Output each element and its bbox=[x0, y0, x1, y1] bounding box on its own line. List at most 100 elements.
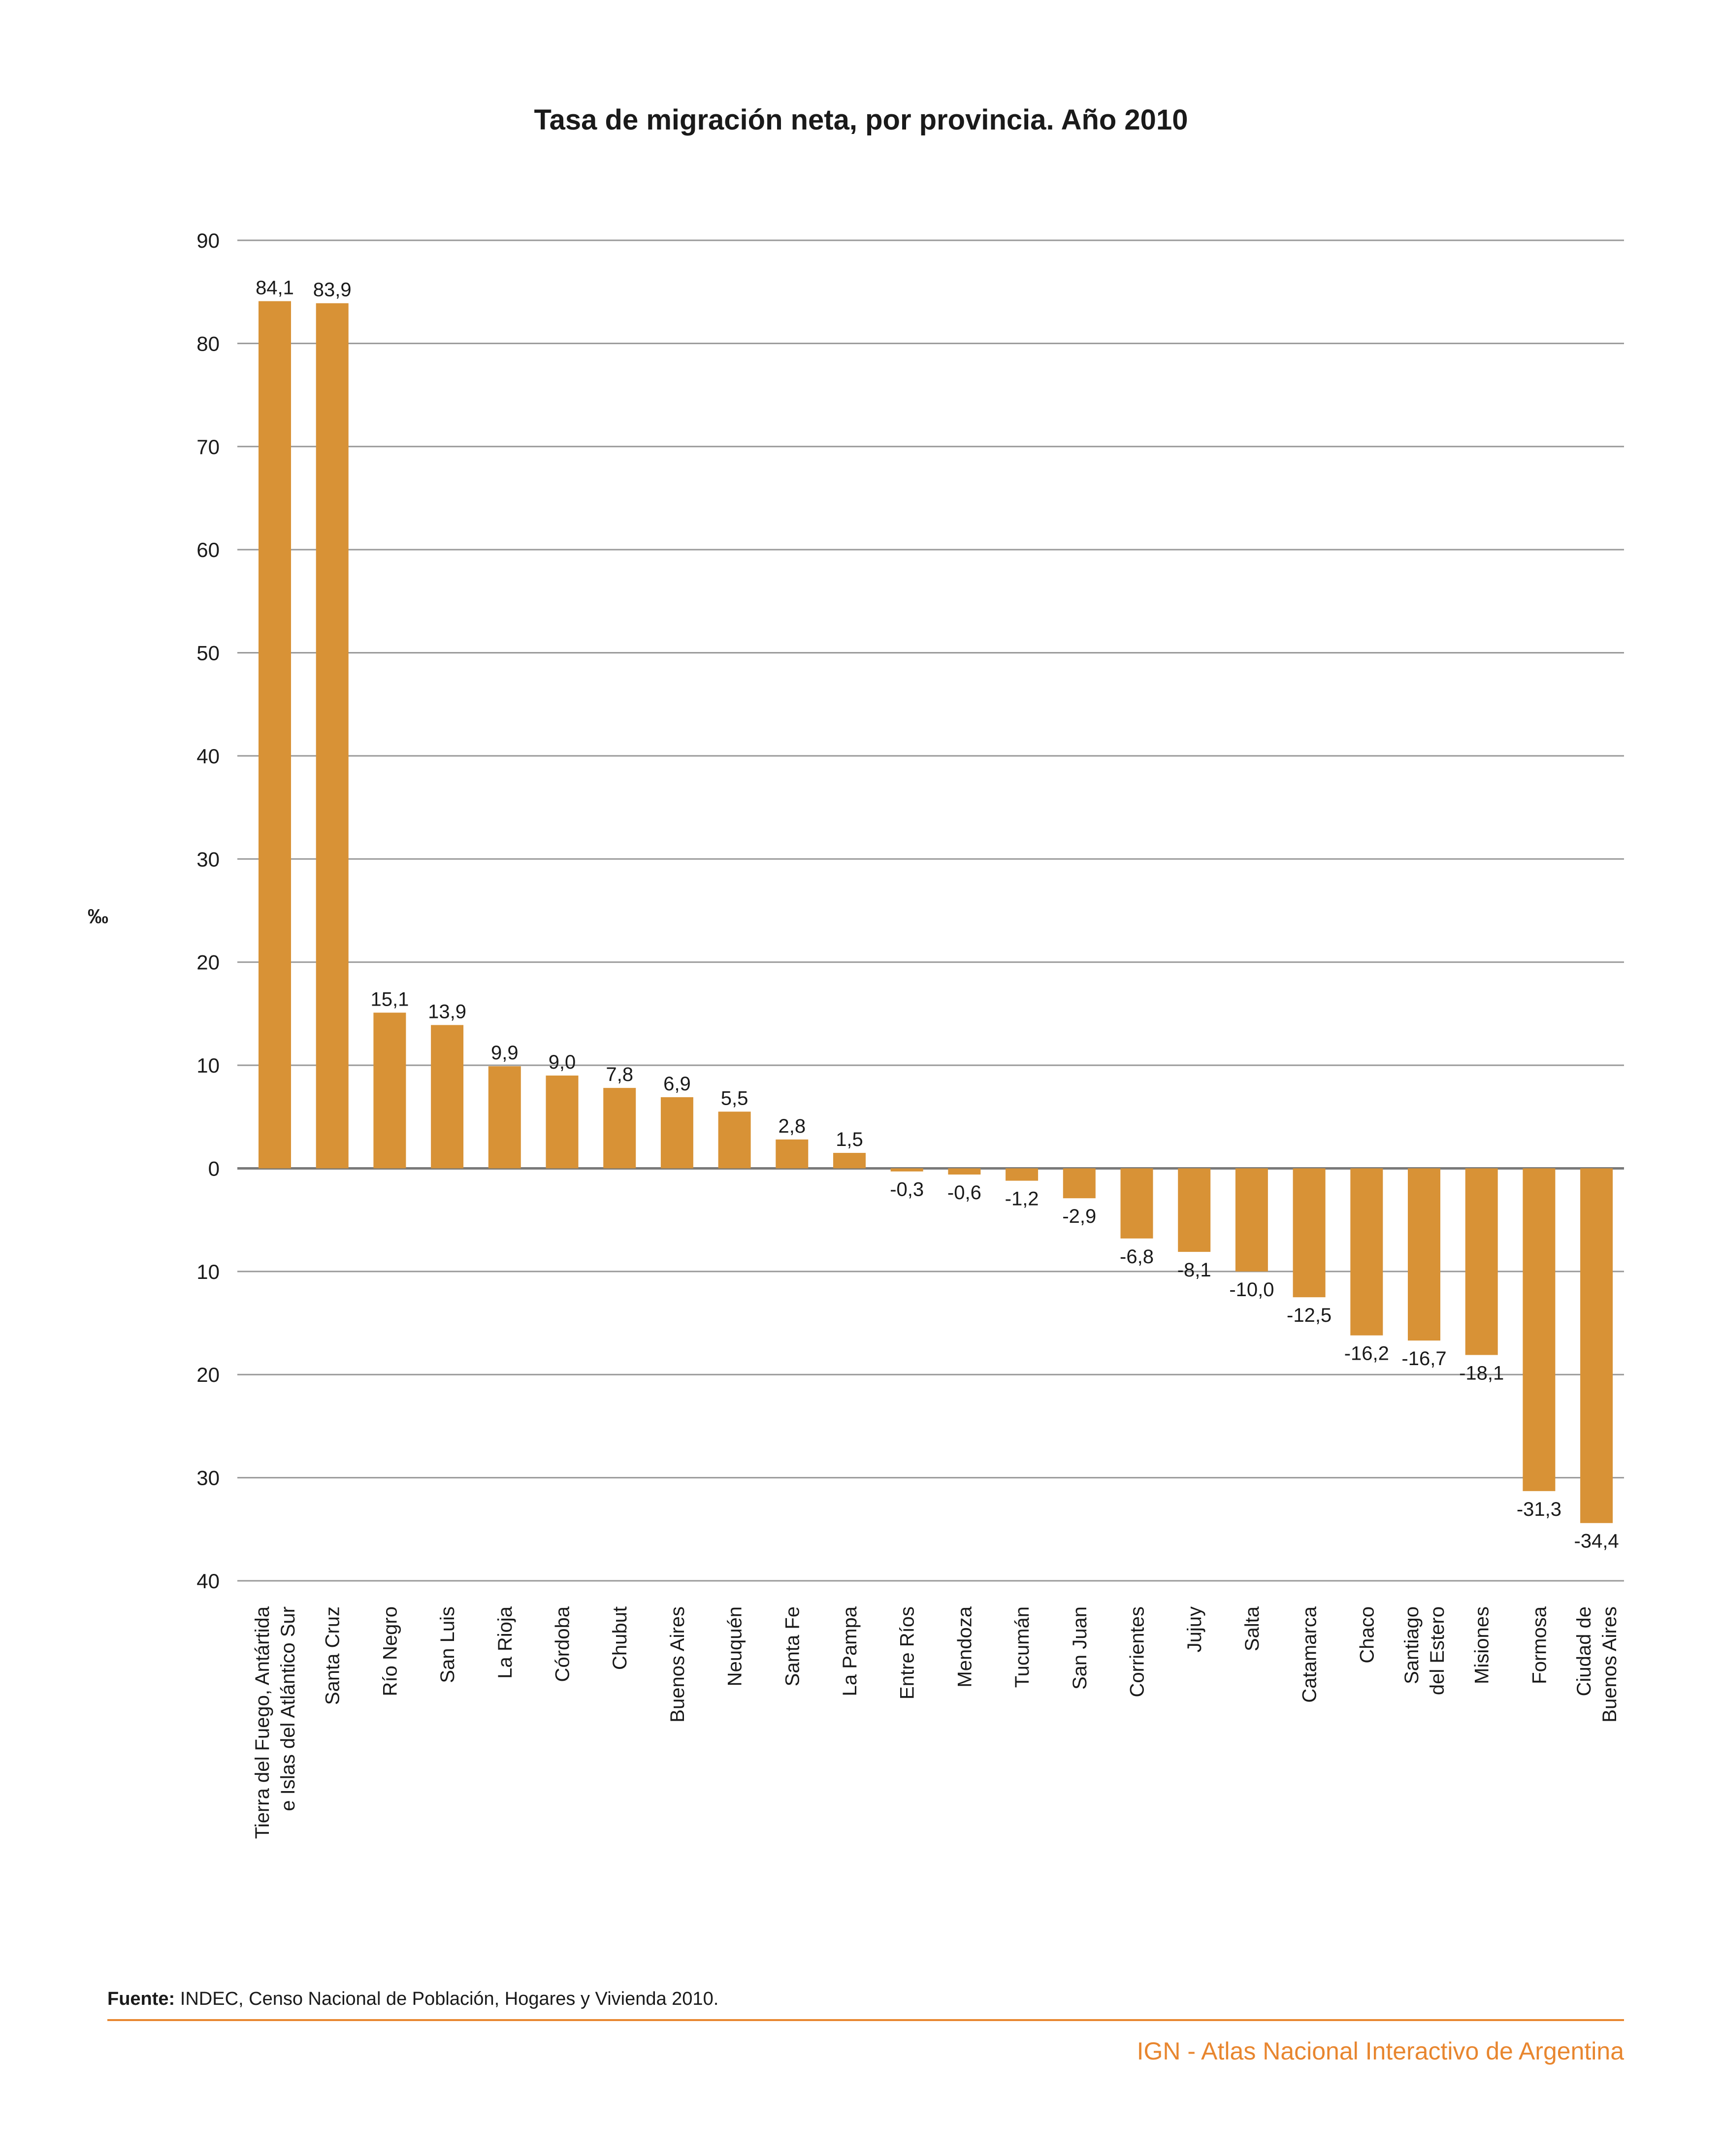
x-tick-label: Formosa bbox=[1528, 1606, 1550, 1684]
bar bbox=[431, 1025, 464, 1169]
value-labels: 84,1 83,9 15,1 13,9 9,9 9,0 7,8 6,9 5,5 2,8 1,5 -0,… bbox=[256, 277, 1619, 1552]
bar bbox=[1063, 1168, 1096, 1199]
bar bbox=[603, 1088, 636, 1169]
y-tick-label: 40 bbox=[196, 1569, 220, 1593]
value-label: -34,4 bbox=[1574, 1531, 1619, 1552]
value-label: -8,1 bbox=[1177, 1259, 1211, 1281]
x-tick-label: Buenos Aires bbox=[667, 1606, 688, 1723]
value-label: 9,0 bbox=[549, 1051, 576, 1073]
x-tick-label-line: Catamarca bbox=[1299, 1606, 1321, 1702]
x-tick-label-line: San Juan bbox=[1069, 1606, 1091, 1690]
value-label: -6,8 bbox=[1120, 1246, 1154, 1268]
value-label: 15,1 bbox=[370, 988, 409, 1010]
y-axis-label: ‰ bbox=[88, 905, 108, 928]
y-tick-label: 30 bbox=[196, 848, 220, 871]
x-tick-label-line: Santa Fe bbox=[781, 1606, 803, 1686]
value-label: 2,8 bbox=[778, 1115, 806, 1137]
value-label: -31,3 bbox=[1517, 1499, 1561, 1520]
x-axis-labels: Tierra del Fuego, Antártida e Islas del A… bbox=[252, 1606, 1621, 1839]
value-label: -16,2 bbox=[1344, 1343, 1389, 1365]
bar bbox=[259, 301, 291, 1169]
footer-divider bbox=[107, 2019, 1624, 2021]
y-tick-label: 50 bbox=[196, 642, 220, 665]
y-tick-label: 60 bbox=[196, 538, 220, 561]
x-tick-label-line: La Rioja bbox=[494, 1606, 516, 1679]
x-tick-label-line: Chubut bbox=[609, 1606, 631, 1670]
source-text: INDEC, Censo Nacional de Población, Hoga… bbox=[175, 1989, 719, 2009]
value-label: -1,2 bbox=[1005, 1188, 1039, 1210]
bar bbox=[1350, 1168, 1383, 1336]
x-tick-label: Santa Cruz bbox=[322, 1606, 344, 1705]
bar bbox=[373, 1013, 406, 1169]
chart-title: Tasa de migración neta, por provincia. A… bbox=[534, 104, 1188, 136]
value-label: -2,9 bbox=[1062, 1206, 1096, 1227]
x-tick-label: Chubut bbox=[609, 1606, 631, 1670]
bar bbox=[718, 1111, 751, 1169]
x-tick-label: Tierra del Fuego, Antártida e Islas del A… bbox=[252, 1606, 299, 1839]
x-tick-label: Corrientes bbox=[1127, 1606, 1148, 1698]
x-tick-label: Entre Ríos bbox=[897, 1606, 918, 1699]
y-tick-label: 40 bbox=[196, 745, 220, 768]
bar bbox=[1408, 1168, 1440, 1341]
x-tick-label: Jujuy bbox=[1184, 1606, 1205, 1652]
y-tick-label: 10 bbox=[196, 1054, 220, 1077]
x-tick-label-line: Misiones bbox=[1471, 1606, 1493, 1684]
bar bbox=[1465, 1168, 1498, 1355]
x-tick-label-line: del Estero bbox=[1427, 1606, 1448, 1695]
source-note: Fuente: INDEC, Censo Nacional de Poblaci… bbox=[107, 1989, 718, 2010]
x-tick-label: Chaco bbox=[1356, 1606, 1378, 1664]
x-tick-label: Salta bbox=[1241, 1606, 1263, 1651]
bar bbox=[316, 303, 349, 1169]
y-tick-label: 90 bbox=[196, 229, 220, 252]
x-tick-label-line: Buenos Aires bbox=[1599, 1606, 1621, 1723]
source-label: Fuente: bbox=[107, 1989, 175, 2009]
grid-lines bbox=[237, 239, 1624, 1582]
bar bbox=[1235, 1168, 1268, 1272]
x-tick-label: Santa Fe bbox=[781, 1606, 803, 1686]
value-label: -16,7 bbox=[1401, 1348, 1446, 1370]
x-tick-label: La Pampa bbox=[839, 1606, 861, 1696]
x-tick-label: Ciudad de Buenos Aires bbox=[1573, 1606, 1621, 1723]
footer-brand: IGN - Atlas Nacional Interactivo de Arge… bbox=[1137, 2037, 1624, 2065]
x-tick-label-line: Córdoba bbox=[552, 1606, 574, 1682]
bar bbox=[1523, 1168, 1556, 1491]
value-label: -10,0 bbox=[1229, 1279, 1274, 1301]
value-label: -12,5 bbox=[1287, 1305, 1332, 1326]
value-label: 84,1 bbox=[256, 277, 294, 299]
x-tick-label-line: Formosa bbox=[1528, 1606, 1550, 1684]
x-tick-label-line: Buenos Aires bbox=[667, 1606, 688, 1723]
x-tick-label: Catamarca bbox=[1299, 1606, 1321, 1702]
bar bbox=[1178, 1168, 1211, 1252]
bars bbox=[259, 301, 1613, 1523]
x-tick-label: Mendoza bbox=[954, 1606, 975, 1687]
bar bbox=[1293, 1168, 1326, 1298]
y-tick-label: 80 bbox=[196, 332, 220, 355]
y-tick-label: 20 bbox=[196, 951, 220, 974]
bar bbox=[776, 1139, 809, 1169]
x-tick-label-line: Tierra del Fuego, Antártida bbox=[252, 1606, 273, 1839]
value-label: 1,5 bbox=[836, 1129, 863, 1150]
x-tick-label: Córdoba bbox=[552, 1606, 574, 1682]
x-tick-label-line: La Pampa bbox=[839, 1606, 861, 1696]
value-label: 83,9 bbox=[313, 279, 352, 301]
x-tick-label-line: e Islas del Atlántico Sur bbox=[277, 1606, 299, 1811]
bar bbox=[1580, 1168, 1613, 1523]
x-tick-label-line: Santiago bbox=[1401, 1606, 1423, 1684]
x-tick-label: San Juan bbox=[1069, 1606, 1091, 1690]
x-tick-label: Neuquén bbox=[724, 1606, 746, 1686]
bar bbox=[833, 1153, 866, 1169]
bar bbox=[1006, 1168, 1039, 1181]
x-tick-label-line: Mendoza bbox=[954, 1606, 975, 1687]
x-tick-label-line: Río Negro bbox=[379, 1606, 401, 1696]
bar bbox=[948, 1168, 981, 1175]
value-label: -18,1 bbox=[1459, 1362, 1504, 1384]
x-tick-label-line: Chaco bbox=[1356, 1606, 1378, 1664]
y-tick-label: 30 bbox=[196, 1467, 220, 1490]
x-tick-label-line: Santa Cruz bbox=[322, 1606, 344, 1705]
y-tick-label: 20 bbox=[196, 1363, 220, 1386]
y-tick-label: 70 bbox=[196, 435, 220, 458]
value-label: 13,9 bbox=[428, 1001, 466, 1022]
value-label: 5,5 bbox=[721, 1087, 748, 1109]
bar bbox=[890, 1168, 923, 1172]
